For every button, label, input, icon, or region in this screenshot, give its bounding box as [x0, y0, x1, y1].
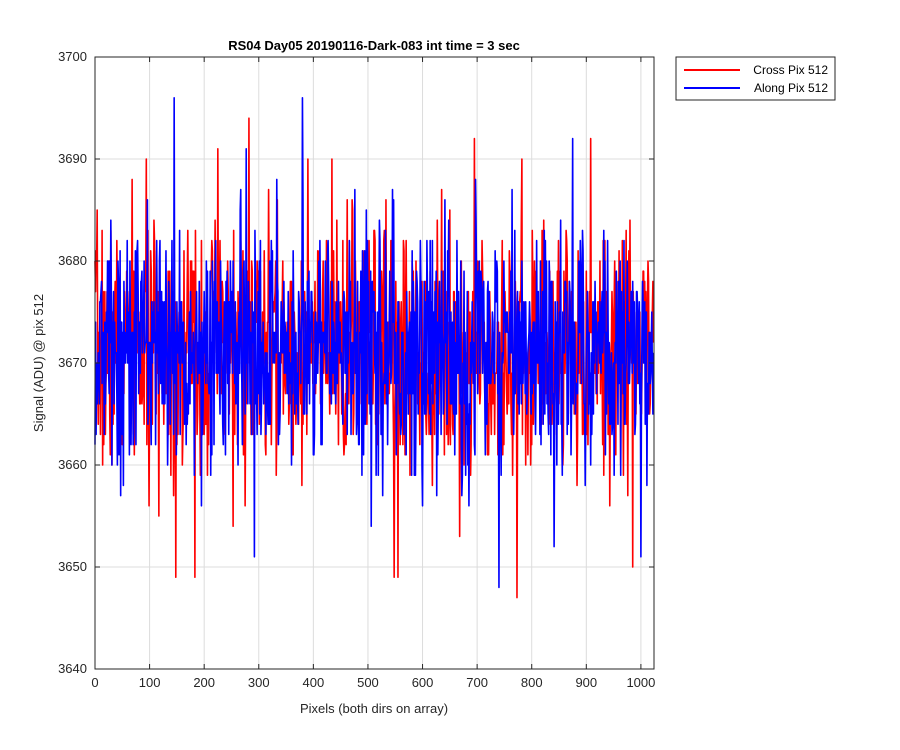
series-layer [94, 97, 655, 599]
y-ticks: 3640 3650 3660 3670 3680 3690 3700 [58, 49, 654, 676]
y-tick-label: 3650 [58, 559, 87, 574]
chart-title: RS04 Day05 20190116-Dark-083 int time = … [228, 38, 520, 53]
legend-entry-cross: Cross Pix 512 [753, 63, 828, 77]
legend-entry-along: Along Pix 512 [754, 81, 828, 95]
x-axis-label: Pixels (both dirs on array) [300, 701, 448, 716]
x-tick-label: 600 [412, 675, 434, 690]
x-tick-label: 100 [139, 675, 161, 690]
legend-box [675, 56, 836, 101]
x-tick-label: 800 [521, 675, 543, 690]
y-axis-label: Signal (ADU) @ pix 512 [31, 294, 46, 432]
x-ticks: 0 100 200 300 400 500 600 700 800 900 1000 [91, 57, 655, 690]
x-tick-label: 400 [303, 675, 325, 690]
x-tick-label: 0 [91, 675, 98, 690]
x-tick-label: 900 [575, 675, 597, 690]
series-line-along-pix-512 [94, 97, 655, 589]
x-tick-label: 200 [193, 675, 215, 690]
legend: Cross Pix 512 Along Pix 512 [675, 56, 836, 101]
y-tick-label: 3700 [58, 49, 87, 64]
y-tick-label: 3640 [58, 661, 87, 676]
x-tick-label: 500 [357, 675, 379, 690]
y-tick-label: 3660 [58, 457, 87, 472]
y-tick-label: 3680 [58, 253, 87, 268]
y-tick-label: 3670 [58, 355, 87, 370]
y-tick-label: 3690 [58, 151, 87, 166]
x-tick-label: 700 [466, 675, 488, 690]
x-tick-label: 300 [248, 675, 270, 690]
x-tick-label: 1000 [626, 675, 655, 690]
